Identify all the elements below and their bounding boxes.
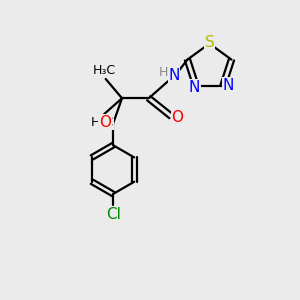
Text: S: S <box>205 34 214 50</box>
Text: H₃C: H₃C <box>91 116 114 129</box>
Text: O: O <box>99 115 111 130</box>
Text: N: N <box>168 68 180 83</box>
Text: N: N <box>189 80 200 94</box>
Text: O: O <box>172 110 184 125</box>
Text: H₃C: H₃C <box>93 64 116 77</box>
Text: H: H <box>159 67 168 80</box>
Text: Cl: Cl <box>106 207 121 222</box>
Text: N: N <box>223 78 234 93</box>
